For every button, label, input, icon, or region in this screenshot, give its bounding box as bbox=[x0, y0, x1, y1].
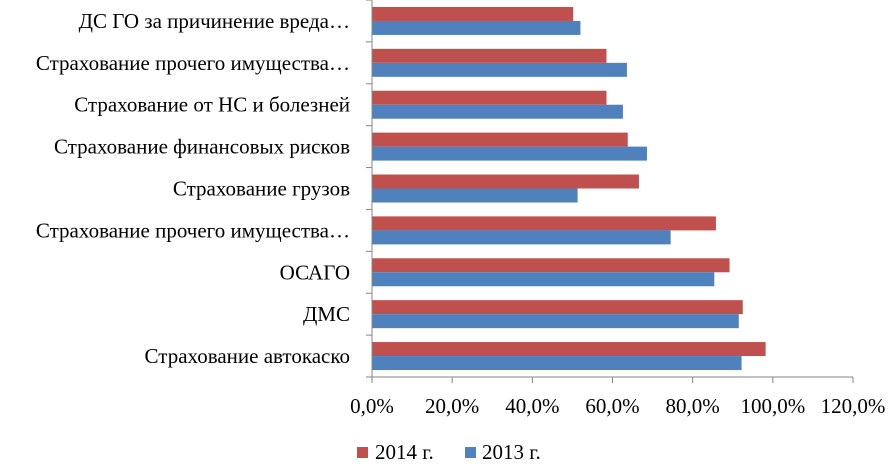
bar-2014-8 bbox=[372, 6, 574, 21]
x-tick-label-5: 100,0% bbox=[740, 394, 805, 418]
x-tick-label-0: 0,0% bbox=[350, 394, 394, 418]
legend-label-1: 2013 г. bbox=[482, 440, 541, 464]
category-label-1: ДМС bbox=[303, 302, 350, 326]
category-labels: Страхование автокаско ДМС ОСАГО Страхование… bbox=[36, 9, 350, 368]
category-label-6: Страхование от НС и болезней bbox=[74, 93, 350, 117]
bar-2013-2 bbox=[372, 272, 715, 287]
bar-2014-7 bbox=[372, 48, 607, 63]
x-tick-label-1: 20,0% bbox=[425, 394, 479, 418]
bar-2013-7 bbox=[372, 62, 627, 77]
bar-2014-4 bbox=[372, 174, 639, 189]
legend-swatch-0 bbox=[357, 447, 368, 458]
x-tick-label-3: 60,0% bbox=[585, 394, 639, 418]
axes-group bbox=[366, 0, 854, 383]
category-label-2: ОСАГО bbox=[280, 260, 350, 284]
legend: 2014 г. 2013 г. bbox=[357, 440, 541, 464]
category-label-8: ДС ГО за причинение вреда… bbox=[79, 9, 350, 33]
x-tick-label-4: 80,0% bbox=[666, 394, 720, 418]
bar-2014-2 bbox=[372, 258, 730, 273]
bar-2013-3 bbox=[372, 230, 671, 245]
bar-2013-5 bbox=[372, 146, 647, 161]
category-label-3: Страхование прочего имущества… bbox=[36, 218, 350, 242]
bar-2013-1 bbox=[372, 314, 739, 329]
legend-swatch-1 bbox=[465, 447, 476, 458]
bar-2014-3 bbox=[372, 216, 716, 231]
category-label-5: Страхование финансовых рисков bbox=[54, 135, 350, 159]
bar-2014-5 bbox=[372, 132, 628, 147]
tick-labels: 0,0% 20,0% 40,0% 60,0% 80,0% 100,0% 120,0% bbox=[350, 394, 885, 418]
bar-2014-1 bbox=[372, 300, 743, 315]
bars-group bbox=[372, 6, 766, 371]
category-label-0: Страхование автокаско bbox=[145, 344, 350, 368]
bar-2013-0 bbox=[372, 356, 742, 371]
category-label-4: Страхование грузов bbox=[173, 177, 350, 201]
bar-2013-8 bbox=[372, 20, 581, 35]
bar-2013-4 bbox=[372, 188, 578, 203]
legend-label-0: 2014 г. bbox=[375, 440, 434, 464]
bar-2014-6 bbox=[372, 90, 607, 105]
x-tick-label-6: 120,0% bbox=[821, 394, 886, 418]
x-tick-label-2: 40,0% bbox=[505, 394, 559, 418]
bar-2014-0 bbox=[372, 342, 766, 357]
category-label-7: Страхование прочего имущества… bbox=[36, 51, 350, 75]
bar-2013-6 bbox=[372, 104, 623, 119]
